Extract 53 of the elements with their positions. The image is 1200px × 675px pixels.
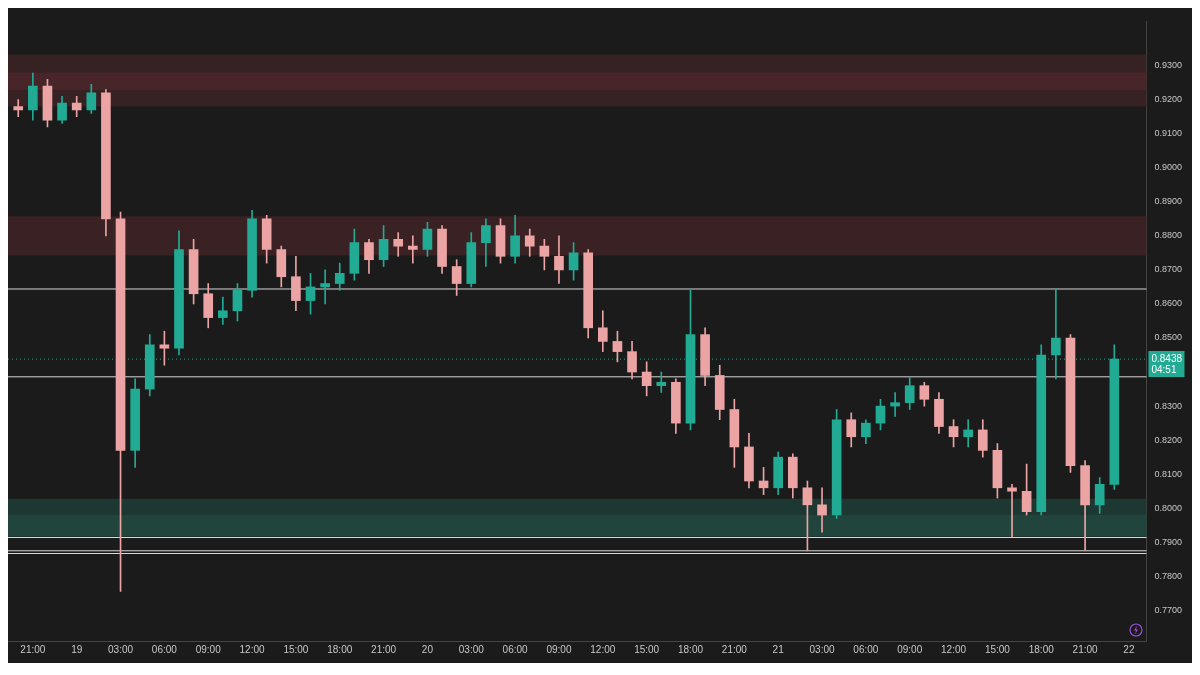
x-tick-label: 09:00	[897, 643, 923, 655]
x-tick-label: 19	[71, 643, 83, 655]
candlestick	[1007, 484, 1017, 538]
y-tick-label: 0.9100	[1154, 128, 1182, 139]
x-tick-label: 20	[421, 643, 434, 655]
x-tick-label: 18:00	[327, 643, 353, 655]
x-tick-label: 22	[1123, 643, 1135, 655]
candlestick	[13, 99, 24, 118]
y-tick-label: 0.8800	[1154, 230, 1182, 241]
y-tick-label: 0.8100	[1154, 468, 1182, 479]
y-tick-label: 0.8700	[1154, 264, 1182, 275]
x-tick-label: 15:00	[283, 643, 309, 655]
y-tick-label: 0.7900	[1154, 536, 1182, 547]
y-tick-label: 0.8200	[1154, 434, 1182, 445]
x-tick-label: 12:00	[239, 643, 266, 655]
y-tick-label: 0.8300	[1154, 400, 1182, 411]
x-tick-label: 21:00	[1072, 643, 1099, 655]
y-tick-label: 0.8600	[1154, 298, 1182, 309]
x-tick-label: 15:00	[984, 643, 1011, 655]
ref-line-label: 0.8438	[1151, 352, 1183, 364]
x-tick-label: 21:00	[721, 643, 748, 655]
x-tick-label: 03:00	[458, 643, 485, 655]
y-tick-label: 0.9200	[1154, 94, 1182, 105]
y-tick-label: 0.8500	[1154, 332, 1182, 343]
x-tick-label: 06:00	[853, 643, 879, 655]
x-tick-label: 06:00	[502, 643, 529, 655]
y-tick-label: 0.9300	[1154, 60, 1182, 71]
candlestick	[656, 371, 667, 393]
x-tick-label: 21:00	[20, 643, 46, 655]
text: 04:51	[1151, 363, 1177, 375]
candlestick	[890, 392, 900, 417]
x-tick-label: 09:00	[195, 643, 222, 655]
x-tick-label: 21:00	[371, 643, 397, 655]
y-tick-label: 0.8000	[1154, 502, 1182, 513]
x-tick-label: 18:00	[1028, 643, 1055, 655]
x-tick-label: 18:00	[677, 643, 704, 655]
x-tick-label: 03:00	[108, 643, 134, 655]
x-tick-label: 21	[772, 643, 785, 655]
x-tick-label: 09:00	[546, 643, 572, 655]
x-tick-label: 06:00	[151, 643, 178, 655]
x-tick-label: 03:00	[809, 643, 835, 655]
x-tick-label: 12:00	[590, 643, 616, 655]
candlestick	[407, 235, 418, 264]
y-tick-label: 0.9000	[1154, 162, 1182, 173]
candlestick	[1051, 288, 1061, 380]
y-tick-label: 0.7800	[1154, 570, 1182, 581]
candlestick	[817, 487, 827, 533]
x-tick-label: 12:00	[941, 643, 967, 655]
y-tick-label: 0.7700	[1154, 604, 1182, 615]
y-tick-label: 0.8900	[1154, 196, 1182, 207]
candlestick	[963, 419, 974, 448]
candlestick	[320, 269, 330, 305]
x-tick-label: 15:00	[634, 643, 660, 655]
